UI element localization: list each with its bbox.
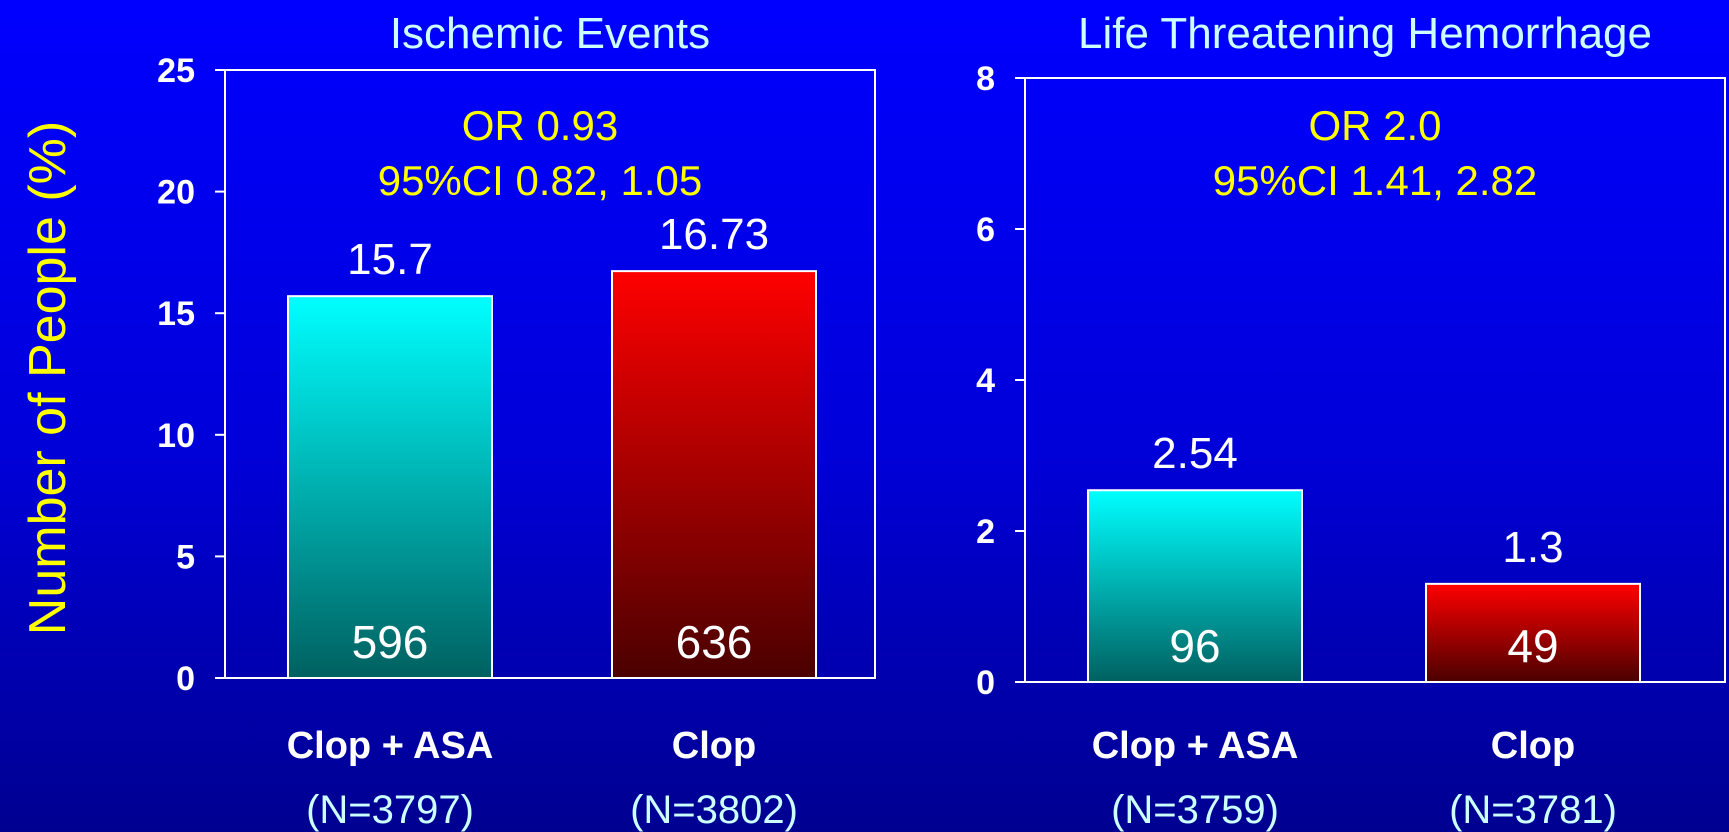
annotation-line: OR 2.0 (1308, 102, 1441, 149)
bar-clop-asa (1087, 489, 1303, 684)
category-sublabel: (N=3781) (1449, 788, 1617, 832)
bar-count-label: 596 (352, 616, 429, 668)
category-label: Clop (1491, 725, 1575, 767)
annotation-line: 95%CI 1.41, 2.82 (1213, 157, 1538, 204)
y-axis-label: Number of People (%) (19, 121, 77, 635)
y-tick-label: 5 (176, 538, 195, 576)
bar-clop-asa (287, 295, 493, 679)
category-label: Clop + ASA (1092, 725, 1299, 767)
annotation-line: OR 0.93 (462, 102, 618, 149)
bar-clop (611, 270, 817, 679)
bar-count-label: 49 (1507, 620, 1558, 672)
category-sublabel: (N=3759) (1111, 788, 1279, 832)
bar-value-label: 2.54 (1152, 429, 1238, 478)
bar-value-label: 16.73 (659, 210, 769, 259)
category-label: Clop + ASA (287, 725, 494, 767)
y-tick-label: 8 (976, 60, 995, 98)
bar-clop (1425, 582, 1641, 683)
annotation-line: 95%CI 0.82, 1.05 (378, 157, 703, 204)
y-tick-label: 15 (157, 295, 195, 333)
chart-title-1: Ischemic Events (390, 9, 710, 58)
category-label: Clop (672, 725, 756, 767)
plot-frame-1 (224, 69, 876, 679)
bar-count-label: 636 (676, 616, 753, 668)
y-tick-label: 2 (976, 513, 995, 551)
y-tick-label: 10 (157, 417, 195, 455)
chart-title-2: Life Threatening Hemorrhage (1078, 9, 1652, 58)
y-tick-label: 0 (176, 660, 195, 698)
category-sublabel: (N=3802) (630, 788, 798, 832)
y-tick-label: 25 (157, 52, 195, 90)
bar-value-label: 15.7 (347, 235, 433, 284)
y-tick-label: 20 (157, 174, 195, 212)
category-sublabel: (N=3797) (306, 788, 474, 832)
bar-value-label: 1.3 (1502, 523, 1563, 572)
y-tick-label: 4 (976, 362, 995, 400)
y-tick-label: 6 (976, 211, 995, 249)
y-tick-label: 0 (976, 664, 995, 702)
bar-count-label: 96 (1169, 620, 1220, 672)
